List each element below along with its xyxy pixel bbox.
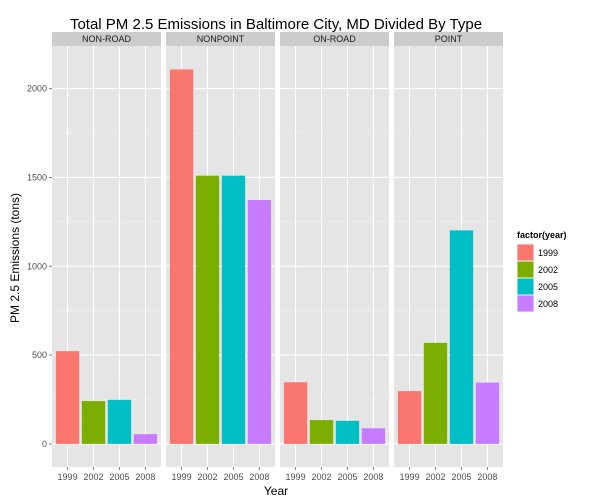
x-tick-label: 2008 [135,472,155,482]
x-tick-label: 2005 [109,472,129,482]
legend: factor(year) 1999 2002 2005 2008 [517,230,567,312]
bar-non-road-1999 [55,351,80,444]
bar-nonpoint-2008 [247,200,272,444]
bar-non-road-2002 [81,401,106,444]
legend-label: 2002 [538,265,558,275]
bar-nonpoint-2002 [195,175,220,444]
x-tick-label: 2008 [363,472,383,482]
legend-swatch [517,244,534,261]
bar-on-road-1999 [283,382,308,444]
y-tick-label: 1500 [27,172,47,182]
facet-strip [166,32,275,46]
bar-point-2005 [449,230,474,444]
facet-panel: NONPOINT 1999 2002 2005 2008 [166,32,275,482]
x-tick-label: 2002 [426,472,446,482]
x-tick-label: 2008 [249,472,269,482]
y-axis-title: PM 2.5 Emissions (tons) [8,193,22,323]
facet-strip [52,32,161,46]
bar-on-road-2008 [361,428,386,444]
y-axis: 0 500 1000 1500 2000 [27,84,52,449]
x-tick-label: 2008 [477,472,497,482]
facet-strip [394,32,503,46]
bar-point-2002 [423,342,448,444]
y-tick-label: 1000 [27,261,47,271]
x-tick-label: 2005 [223,472,243,482]
bar-point-2008 [475,382,500,444]
y-tick-label: 500 [32,350,47,360]
facet-strip-label: NONPOINT [197,34,245,44]
bar-non-road-2008 [133,434,158,444]
facet-strip-label: POINT [435,34,463,44]
facet-strip-label: ON-ROAD [313,34,356,44]
legend-label: 1999 [538,248,558,258]
facet-panel: POINT 1999 2002 2005 2008 [394,32,503,482]
legend-swatch [517,278,534,295]
bar-nonpoint-2005 [221,175,246,444]
x-tick-label: 2002 [198,472,218,482]
facet-panel: ON-ROAD 1999 2002 2005 2008 [280,32,389,482]
legend-label: 2008 [538,299,558,309]
bar-nonpoint-1999 [169,69,194,444]
facet-panel: NON-ROAD 1999 2002 2005 2008 [52,32,161,482]
x-axis-title: Year [264,484,288,498]
legend-title: factor(year) [517,230,567,240]
y-tick-label: 0 [42,439,47,449]
bar-on-road-2002 [309,420,334,444]
x-tick-label: 2005 [337,472,357,482]
x-tick-label: 2005 [451,472,471,482]
legend-label: 2005 [538,282,558,292]
x-tick-label: 1999 [172,472,192,482]
chart-title: Total PM 2.5 Emissions in Baltimore City… [70,16,482,33]
x-tick-label: 1999 [286,472,306,482]
facet-strip-label: NON-ROAD [82,34,131,44]
facet-strip [280,32,389,46]
bar-point-1999 [397,391,422,444]
x-tick-label: 1999 [58,472,78,482]
bar-non-road-2005 [107,399,132,444]
x-tick-label: 2002 [312,472,332,482]
y-tick-label: 2000 [27,84,47,94]
legend-swatch [517,295,534,312]
bar-on-road-2005 [335,420,360,444]
x-tick-label: 1999 [400,472,420,482]
x-tick-label: 2002 [84,472,104,482]
legend-swatch [517,261,534,278]
facet-panels: NON-ROAD 1999 2002 2005 2008 NONPOINT 1999 2002… [52,32,503,482]
